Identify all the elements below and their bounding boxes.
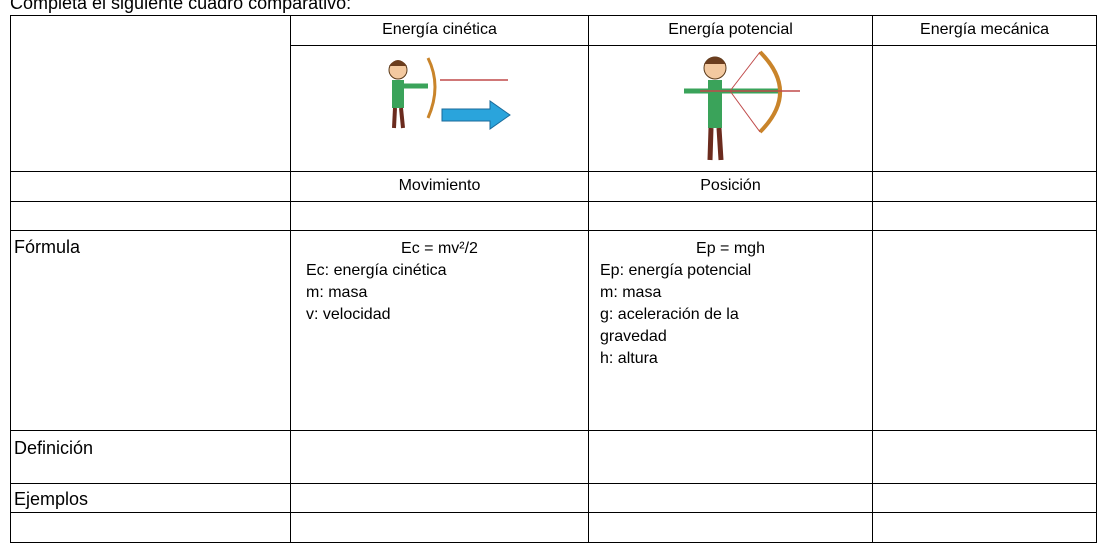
column-header: Energía mecánica <box>920 21 1049 38</box>
column-subheader: Posición <box>700 177 761 194</box>
formula-detail: Ec: energía cinética <box>306 262 447 279</box>
archer-potential-illustration <box>684 50 800 161</box>
formula-detail: h: altura <box>600 350 658 367</box>
grid-lines <box>10 15 1097 543</box>
formula: Ep = mgh <box>696 240 765 257</box>
column-subheader: Movimiento <box>398 177 481 194</box>
formula-detail: m: masa <box>600 284 662 301</box>
formula-detail: v: velocidad <box>306 306 391 323</box>
row-label: Fórmula <box>14 237 81 257</box>
row-label: Definición <box>14 438 94 458</box>
formula: Ec = mv²/2 <box>401 240 478 257</box>
formula-detail: m: masa <box>306 284 368 301</box>
column-header: Energía cinética <box>382 21 497 38</box>
formula-detail: Ep: energía potencial <box>600 262 752 279</box>
archer-kinetic-illustration <box>388 57 511 130</box>
row-label: Ejemplos <box>14 489 89 509</box>
instruction: Completa el siguiente cuadro comparativo… <box>10 0 352 13</box>
column-header: Energía potencial <box>668 21 793 38</box>
formula-detail: g: aceleración de la gravedad <box>600 306 739 345</box>
